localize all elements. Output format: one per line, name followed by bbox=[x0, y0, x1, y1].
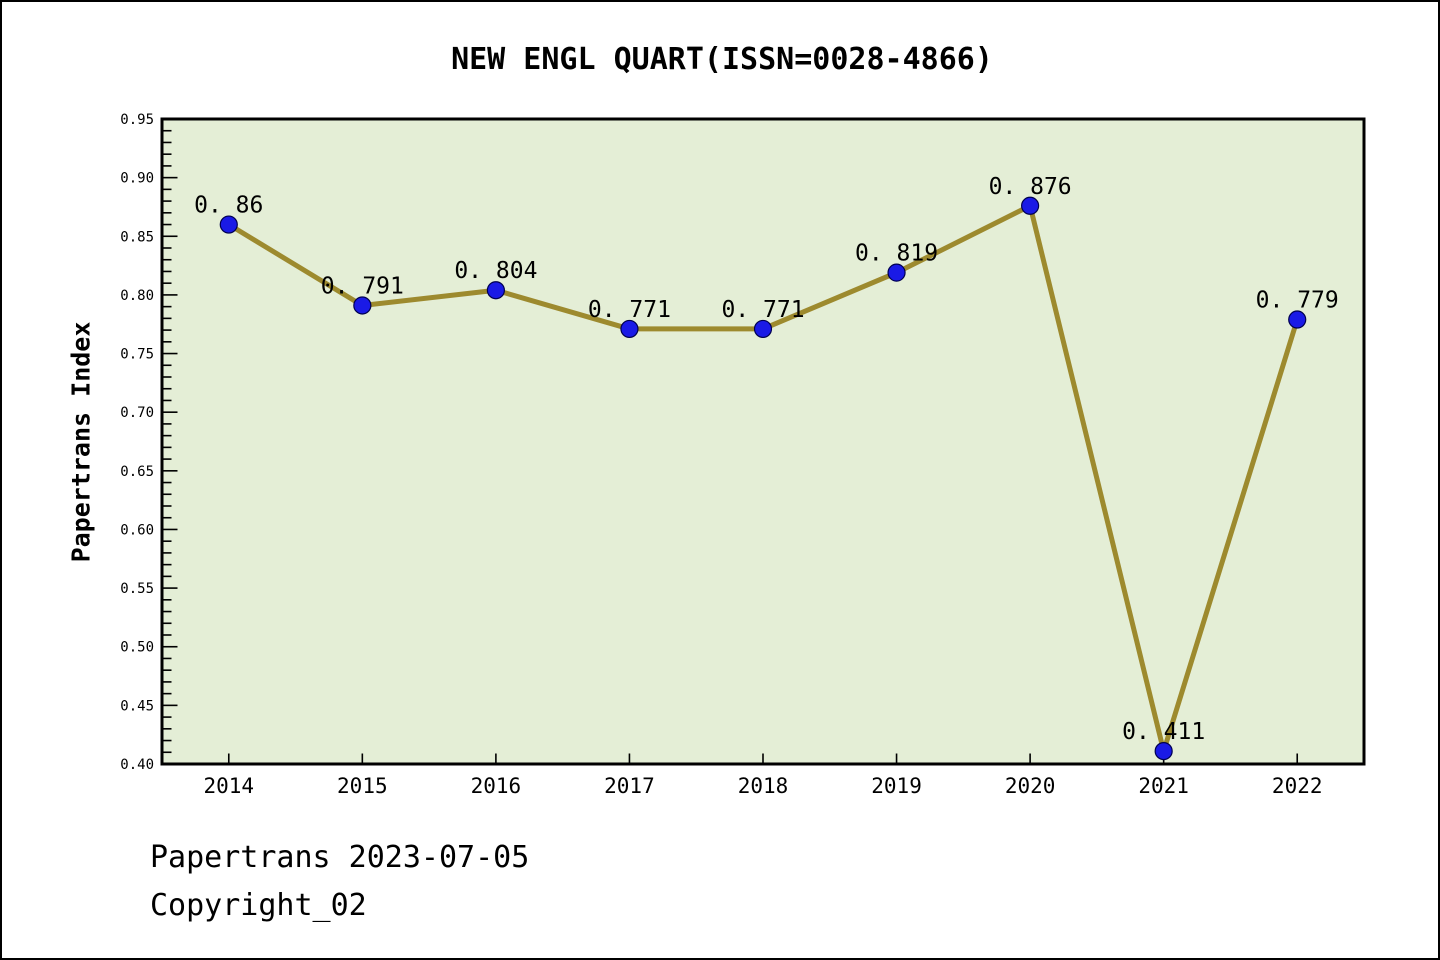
data-point-label: 0. 819 bbox=[855, 241, 938, 267]
y-axis-tick-label: 0.75 bbox=[120, 347, 154, 363]
data-point-marker bbox=[219, 215, 238, 234]
data-point-label: 0. 876 bbox=[989, 174, 1072, 200]
x-axis-tick-label: 2021 bbox=[1138, 774, 1189, 798]
y-axis-tick-label: 0.50 bbox=[120, 640, 154, 656]
y-axis-tick-label: 0.70 bbox=[120, 405, 154, 421]
footer-brand-date: Papertrans 2023-07-05 bbox=[150, 840, 530, 875]
data-point-marker bbox=[620, 319, 639, 339]
footer-copyright: Copyright_02 bbox=[150, 888, 367, 923]
data-point-label: 0. 791 bbox=[321, 273, 404, 299]
x-axis-tick-label: 2022 bbox=[1272, 774, 1323, 798]
x-axis-tick-label: 2014 bbox=[203, 774, 254, 798]
y-axis-tick-label: 0.60 bbox=[120, 522, 154, 538]
chart-title: NEW ENGL QUART(ISSN=0028-4866) bbox=[451, 42, 993, 77]
data-point-label: 0. 804 bbox=[454, 258, 537, 284]
data-point-label: 0. 86 bbox=[194, 193, 263, 219]
y-axis-tick-label: 0.45 bbox=[120, 698, 154, 714]
y-axis-tick-label: 0.40 bbox=[120, 757, 154, 773]
data-point-label: 0. 779 bbox=[1256, 288, 1339, 314]
data-point-marker bbox=[1288, 310, 1307, 329]
x-axis-tick-label: 2020 bbox=[1005, 774, 1056, 798]
data-point-marker bbox=[1154, 741, 1173, 761]
y-axis-tick-label: 0.55 bbox=[120, 581, 154, 597]
data-point-label: 0. 411 bbox=[1122, 719, 1205, 745]
x-axis-tick-label: 2015 bbox=[337, 774, 388, 798]
y-axis-tick-label: 0.85 bbox=[120, 229, 154, 245]
y-axis-tick-label: 0.90 bbox=[120, 171, 154, 187]
data-point-marker bbox=[353, 296, 372, 315]
x-axis-tick-label: 2016 bbox=[471, 774, 522, 798]
y-axis-tick-label: 0.95 bbox=[120, 112, 154, 128]
data-point-label: 0. 771 bbox=[588, 297, 671, 323]
data-point-marker bbox=[753, 319, 773, 339]
x-axis-tick-label: 2017 bbox=[604, 774, 655, 798]
y-axis-tick-label: 0.65 bbox=[120, 464, 154, 480]
x-axis-tick-label: 2019 bbox=[871, 774, 922, 798]
plot-area bbox=[160, 117, 1366, 766]
x-axis-tick-label: 2018 bbox=[738, 774, 789, 798]
data-point-marker bbox=[887, 263, 906, 282]
data-point-label: 0. 771 bbox=[721, 297, 804, 323]
y-axis-tick-label: 0.80 bbox=[120, 288, 154, 304]
data-point-marker bbox=[1021, 196, 1040, 215]
data-point-marker bbox=[486, 281, 505, 300]
